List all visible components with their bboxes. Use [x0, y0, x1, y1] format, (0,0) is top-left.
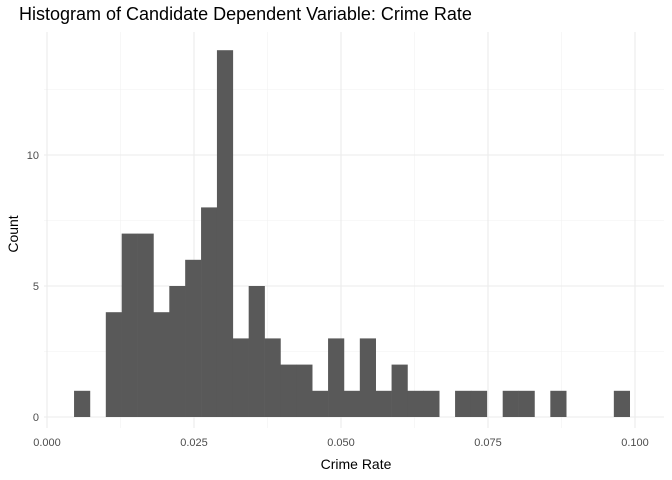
x-axis-title: Crime Rate — [321, 456, 392, 472]
x-tick-label: 0.025 — [180, 437, 208, 449]
x-tick-label: 0.050 — [327, 437, 355, 449]
histogram-bar — [502, 390, 519, 417]
y-axis-title: Count — [5, 215, 21, 252]
x-axis-ticks: 0.000 0.025 0.050 0.075 0.100 — [33, 437, 649, 449]
histogram-bar — [613, 390, 631, 417]
x-tick-label: 0.000 — [33, 437, 61, 449]
histogram-bar — [280, 364, 297, 417]
histogram-bar — [423, 390, 440, 417]
histogram-bar — [74, 390, 91, 417]
histogram-bar — [185, 259, 202, 417]
chart-title: Histogram of Candidate Dependent Variabl… — [19, 4, 472, 24]
histogram-bar — [391, 364, 408, 417]
histogram-bar — [455, 390, 472, 417]
histogram-bar — [137, 233, 154, 417]
histogram-bar — [328, 338, 345, 417]
histogram-bar — [518, 390, 535, 417]
histogram-bar — [232, 338, 249, 417]
x-tick-label: 0.100 — [621, 437, 649, 449]
grid-minor — [44, 32, 664, 428]
y-tick-label: 0 — [33, 412, 39, 424]
histogram-bar — [343, 390, 361, 417]
histogram-bar — [296, 364, 313, 417]
histogram-bar — [169, 286, 186, 417]
histogram-bar — [153, 312, 170, 417]
histogram-bars — [74, 50, 631, 417]
x-tick-label: 0.075 — [474, 437, 502, 449]
histogram-bar — [375, 390, 392, 417]
histogram-bar — [105, 312, 122, 417]
y-tick-label: 5 — [33, 281, 39, 293]
y-tick-label: 10 — [27, 150, 39, 162]
histogram-bar — [216, 50, 234, 417]
histogram-bar — [201, 207, 218, 417]
histogram-bar — [312, 390, 329, 417]
histogram-bar — [407, 390, 424, 417]
histogram-bar — [264, 338, 281, 417]
histogram-bar — [121, 233, 138, 417]
histogram-bar — [550, 390, 567, 417]
histogram-bar — [470, 390, 488, 417]
histogram-bar — [359, 338, 376, 417]
histogram-bar — [248, 286, 265, 417]
y-axis-ticks: 0 5 10 — [27, 150, 39, 424]
